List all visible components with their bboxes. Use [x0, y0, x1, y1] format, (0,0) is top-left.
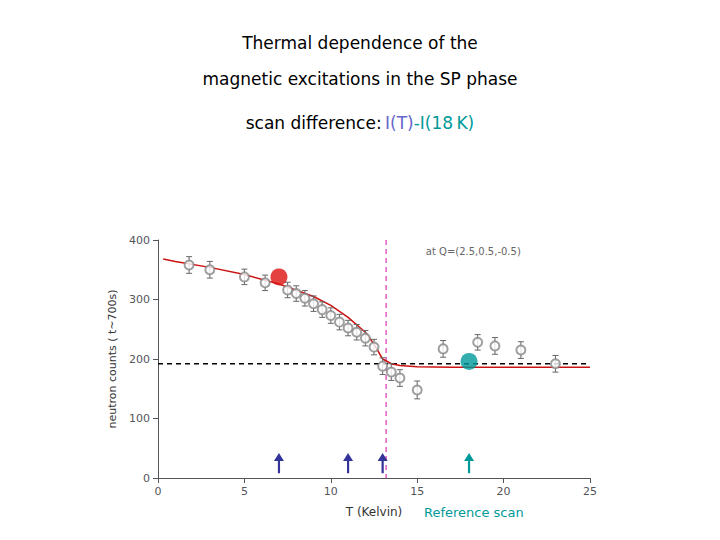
svg-text:20: 20	[497, 485, 511, 498]
svg-text:100: 100	[129, 412, 150, 425]
svg-text:10: 10	[324, 485, 338, 498]
svg-text:5: 5	[241, 485, 248, 498]
svg-text:I(T): I(T)	[385, 113, 414, 133]
svg-text:Thermal dependence of the: Thermal dependence of the	[241, 33, 478, 53]
svg-text:at Q=(2.5,0.5,-0.5): at Q=(2.5,0.5,-0.5)	[426, 246, 521, 257]
svg-text:0: 0	[143, 472, 150, 485]
svg-text:neutron counts ( t~700s): neutron counts ( t~700s)	[106, 289, 119, 428]
svg-text:400: 400	[129, 234, 150, 247]
svg-text:Reference scan: Reference scan	[424, 505, 524, 520]
svg-text:300: 300	[129, 293, 150, 306]
svg-text:scan difference:: scan difference:	[246, 113, 385, 133]
svg-text:-I(18 K): -I(18 K)	[414, 113, 475, 133]
svg-text:200: 200	[129, 353, 150, 366]
svg-text:magnetic excitations in the SP: magnetic excitations in the SP phase	[203, 69, 518, 89]
svg-text:T (Kelvin): T (Kelvin)	[345, 505, 403, 519]
svg-text:15: 15	[410, 485, 424, 498]
svg-text:25: 25	[583, 485, 597, 498]
svg-text:0: 0	[155, 485, 162, 498]
